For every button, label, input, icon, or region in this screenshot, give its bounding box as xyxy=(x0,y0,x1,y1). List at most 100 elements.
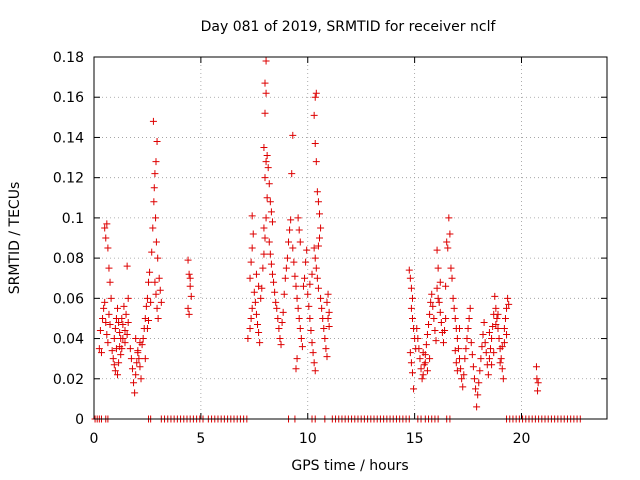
data-point xyxy=(260,224,268,232)
data-point xyxy=(452,359,460,367)
x-tick-label: 5 xyxy=(196,431,205,447)
data-point xyxy=(265,180,273,188)
data-point xyxy=(485,329,493,337)
data-point xyxy=(308,270,316,278)
y-tick-label: 0.04 xyxy=(53,332,84,348)
data-point xyxy=(533,375,541,383)
data-point xyxy=(111,367,119,375)
data-point xyxy=(103,331,111,339)
data-point xyxy=(442,314,450,322)
data-point xyxy=(492,304,500,312)
data-point xyxy=(157,298,165,306)
data-point xyxy=(134,349,142,357)
data-point xyxy=(448,274,456,282)
data-point xyxy=(247,314,255,322)
data-point xyxy=(107,294,115,302)
data-point xyxy=(142,302,150,310)
data-point xyxy=(311,93,319,101)
data-point xyxy=(120,302,128,310)
data-point xyxy=(495,335,503,343)
data-point xyxy=(270,278,278,286)
data-point xyxy=(290,258,298,266)
data-point xyxy=(322,345,330,353)
data-point xyxy=(154,254,162,262)
data-point xyxy=(250,288,258,296)
data-point xyxy=(254,320,262,328)
data-point xyxy=(152,214,160,222)
data-point xyxy=(124,318,132,326)
y-tick-label: 0 xyxy=(75,412,84,428)
data-point xyxy=(258,284,266,292)
data-point xyxy=(291,272,299,280)
grid xyxy=(94,57,607,419)
data-point xyxy=(323,298,331,306)
data-point xyxy=(152,238,160,246)
data-point xyxy=(505,300,513,308)
x-tick-label: 0 xyxy=(90,431,99,447)
data-point xyxy=(102,234,110,242)
data-point xyxy=(119,320,127,328)
data-point xyxy=(261,234,269,242)
data-point xyxy=(407,359,415,367)
data-point xyxy=(149,117,157,125)
data-point xyxy=(310,111,318,119)
data-point xyxy=(408,314,416,322)
data-point xyxy=(470,375,478,383)
data-point xyxy=(99,314,107,322)
data-point xyxy=(312,89,320,97)
data-point xyxy=(248,212,256,220)
data-point xyxy=(146,268,154,276)
data-point xyxy=(117,351,125,359)
data-point xyxy=(482,349,490,357)
data-point xyxy=(261,174,269,182)
data-point xyxy=(185,310,193,318)
data-point xyxy=(413,325,421,332)
data-point xyxy=(496,359,504,367)
data-point xyxy=(259,264,267,272)
data-point xyxy=(418,375,426,383)
data-point xyxy=(425,320,433,328)
data-point xyxy=(419,371,427,379)
data-point xyxy=(126,345,134,353)
x-tick-label: 20 xyxy=(513,431,531,447)
data-point xyxy=(451,347,459,355)
data-point xyxy=(422,341,430,349)
data-point xyxy=(318,304,326,312)
data-point xyxy=(311,254,319,262)
data-point xyxy=(282,264,290,272)
data-point xyxy=(405,266,413,274)
data-point xyxy=(296,238,304,246)
data-point xyxy=(249,230,257,238)
data-point xyxy=(104,339,112,347)
data-point xyxy=(133,359,141,367)
data-point xyxy=(104,244,112,252)
data-point xyxy=(281,274,289,282)
data-point xyxy=(252,270,260,278)
data-point xyxy=(105,310,113,318)
data-point xyxy=(265,238,273,246)
data-point xyxy=(316,234,324,242)
data-point xyxy=(433,246,441,254)
data-point xyxy=(136,339,144,347)
data-point xyxy=(289,131,297,139)
data-point xyxy=(124,294,132,302)
data-point xyxy=(488,335,496,343)
data-point xyxy=(106,320,114,328)
data-point xyxy=(286,226,294,234)
data-point xyxy=(435,298,443,306)
data-point xyxy=(464,325,472,332)
data-point xyxy=(156,286,164,294)
data-point xyxy=(428,290,436,298)
data-point xyxy=(499,375,507,383)
data-point xyxy=(317,224,325,232)
data-point xyxy=(461,355,469,363)
data-point xyxy=(500,339,508,347)
data-point xyxy=(303,246,311,254)
data-point xyxy=(458,375,466,383)
data-point xyxy=(304,290,312,298)
data-point xyxy=(289,244,297,252)
data-point xyxy=(501,314,509,322)
data-point xyxy=(309,349,317,357)
data-point xyxy=(434,264,442,272)
data-point xyxy=(277,341,285,349)
